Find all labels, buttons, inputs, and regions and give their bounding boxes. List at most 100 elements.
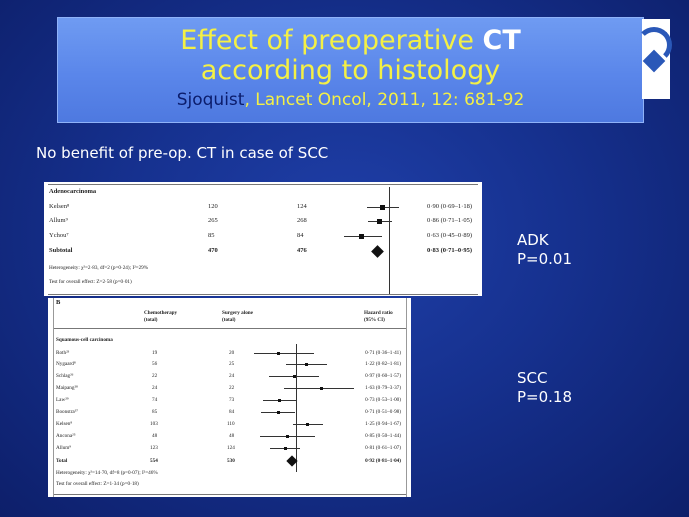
point-estimate-marker [276,351,280,355]
point-estimate-marker [283,446,287,450]
study-label: Schlag²⁶ [56,373,74,379]
chemo-count: 103 [150,421,158,427]
point-estimate-marker [377,218,383,224]
subtotal-label: Subtotal [49,247,73,254]
hazard-ratio-text: 1·22 (0·82–1·81) [365,361,401,367]
surgery-count: 25 [229,361,235,367]
adk-label-block: ADK P=0.01 [517,231,572,269]
study-label: Kelsen⁸ [49,203,70,210]
top-rule [48,184,478,185]
total-surgery: 530 [227,458,235,464]
hazard-ratio-text: 0·97 (0·60–1·57) [365,373,401,379]
study-label: Law²⁹ [56,397,69,403]
point-estimate-marker [278,398,282,402]
surgery-count: 84 [229,409,235,415]
chemo-count: 85 [208,232,215,239]
scc-label: SCC [517,369,548,387]
surgery-count: 84 [297,232,304,239]
panel-label: B [56,299,61,306]
overall-effect-text: Test for overall effect: Z=2·58 (p=0·01) [49,279,132,285]
point-estimate-marker [286,434,290,438]
slide-note: No benefit of pre-op. CT in case of SCC [36,144,329,162]
surgery-count: 110 [227,421,235,427]
study-label: Ychou⁷ [49,232,69,239]
adk-pvalue: P=0.01 [517,250,573,268]
subtitle-author: Sjoquist [176,90,245,110]
overall-effect-text: Test for overall effect: Z=1·34 (p=0·18) [56,481,139,487]
point-estimate-marker [380,204,386,210]
no-effect-line [296,344,297,472]
chemo-count: 74 [152,397,158,403]
column-header-surgery-sub: (total) [222,317,236,323]
point-estimate-marker [292,374,296,378]
total-hazard-ratio: 0·92 (0·81–1·04) [365,458,401,464]
surgery-count: 73 [229,397,235,403]
hazard-ratio-text: 0·86 (0·71–1·05) [427,217,472,224]
adeno-heading: Adenocarcinoma [49,188,97,195]
surgery-count: 124 [297,203,307,210]
column-header-hr: Hazard ratio [364,310,393,316]
subtotal-hazard-ratio: 0·83 (0·71–0·95) [427,247,472,254]
chemo-count: 120 [208,203,218,210]
no-effect-line [389,187,390,295]
subtotal-surgery: 476 [297,247,307,254]
scc-heading: Squamous-cell carcinoma [56,337,113,343]
surgery-count: 48 [229,433,235,439]
study-label: Boonstra³⁷ [56,409,79,415]
hazard-ratio-text: 1·63 (0·79–3·37) [365,385,401,391]
forest-plot-adenocarcinoma: Adenocarcinoma Kelsen⁸ 120 124 0·90 (0·6… [44,182,482,296]
column-header-hr-sub: (95% CI) [364,317,385,323]
point-estimate-marker [304,362,308,366]
chemo-count: 48 [152,433,158,439]
surgery-count: 24 [229,373,235,379]
logo [636,19,672,99]
forest-plot-scc: B Chemotherapy (total) Surgery alone (to… [48,298,411,497]
chemo-count: 24 [152,385,158,391]
hazard-ratio-text: 0·71 (0·51–0·98) [365,409,401,415]
chemo-count: 123 [150,445,158,451]
chemo-count: 85 [152,409,158,415]
hazard-ratio-text: 0·81 (0·61–1·07) [365,445,401,451]
hazard-ratio-text: 0·63 (0·45–0·89) [427,232,472,239]
study-label: Kelsen⁸ [56,421,73,427]
study-label: Roth²³ [56,350,70,356]
study-label: Maipang²⁸ [56,385,78,391]
heterogeneity-text: Heterogeneity: χ²=2·83, df=2 (p=0·24); I… [49,265,149,271]
surgery-count: 124 [227,445,235,451]
total-chemo: 554 [150,458,158,464]
title-text-ct: CT [482,25,521,56]
column-header-chemo-sub: (total) [144,317,158,323]
surgery-count: 20 [229,350,235,356]
heterogeneity-text: Heterogeneity: χ²=14·70, df=8 (p=0·07); … [56,470,158,476]
hazard-ratio-text: 0·73 (0·53–1·00) [365,397,401,403]
adk-label: ADK [517,231,549,249]
header-rule [54,328,406,329]
hazard-ratio-text: 1·25 (0·94–1·67) [365,421,401,427]
point-estimate-marker [358,233,364,239]
slide-subtitle: Sjoquist, Lancet Oncol, 2011, 12: 681-92 [58,89,643,111]
subtotal-chemo: 470 [208,247,218,254]
title-text-a: Effect of preoperative [180,25,483,56]
total-label: Total [56,458,68,464]
pooled-estimate-diamond [371,244,385,258]
point-estimate-marker [306,422,310,426]
surgery-count: 22 [229,385,235,391]
study-label: Allum⁹ [49,217,68,224]
title-box: Effect of preoperative CT according to h… [57,17,644,123]
hazard-ratio-text: 0·85 (0·50–1·44) [365,433,401,439]
scc-pvalue: P=0.18 [517,388,573,406]
hazard-ratio-text: 0·90 (0·69–1·18) [427,203,472,210]
forest-plot-scc-panel: B Chemotherapy (total) Surgery alone (to… [53,298,407,497]
scc-label-block: SCC P=0.18 [517,369,572,407]
column-header-chemo: Chemotherapy [144,310,178,316]
chemo-count: 56 [152,361,158,367]
chemo-count: 19 [152,350,158,356]
subtitle-citation: , Lancet Oncol, 2011, 12: 681-92 [244,90,525,110]
chemo-count: 22 [152,373,158,379]
chemo-count: 265 [208,217,218,224]
logo-arc-icon [636,27,672,63]
study-label: Allum⁹ [56,445,72,451]
column-header-surgery: Surgery alone [222,310,253,316]
slide-title-line-1: Effect of preoperative CT [58,26,643,56]
bottom-rule [48,294,478,295]
